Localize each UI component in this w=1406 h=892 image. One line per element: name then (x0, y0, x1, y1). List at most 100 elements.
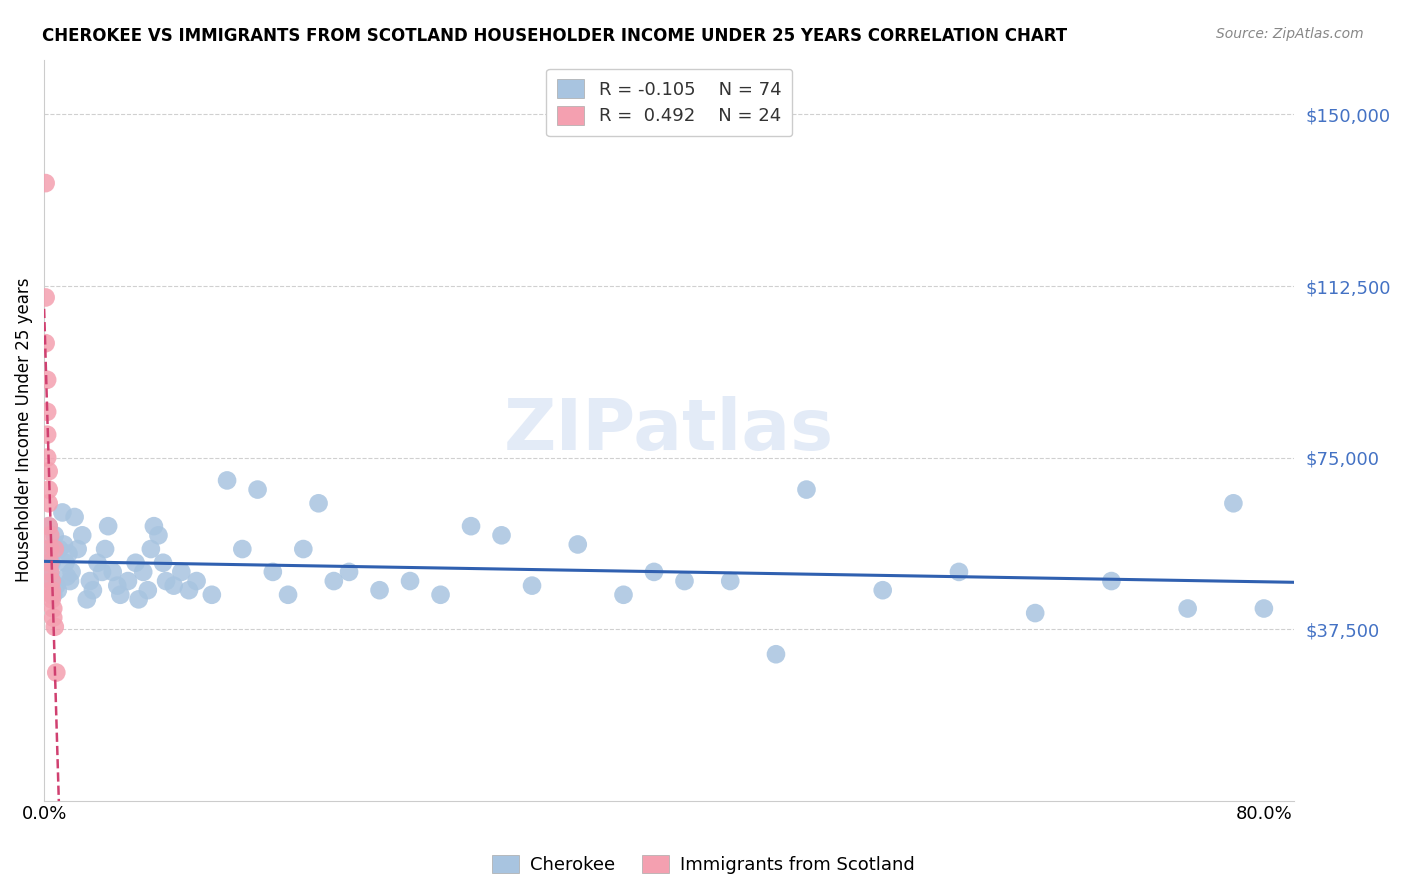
Point (38, 464, 60, 478)
Legend: Cherokee, Immigrants from Scotland: Cherokee, Immigrants from Scotland (485, 847, 921, 881)
Point (292, 542, 315, 557)
Point (520, 579, 543, 593)
Point (56, 569, 79, 583)
Point (163, 579, 186, 593)
Point (277, 588, 299, 602)
Point (872, 583, 894, 598)
Point (42, 601, 65, 615)
Point (152, 556, 174, 570)
Point (76, 592, 98, 607)
Point (39, 542, 62, 557)
Point (136, 583, 159, 598)
Point (94, 542, 117, 557)
Point (201, 588, 224, 602)
Point (132, 565, 155, 579)
Point (38, 496, 60, 510)
Point (37, 450, 59, 465)
Point (41, 574, 63, 588)
Point (39, 565, 62, 579)
Point (52, 537, 75, 551)
Point (110, 588, 132, 602)
Point (51, 505, 73, 519)
Point (37, 405, 59, 419)
Point (44, 620, 66, 634)
Point (155, 574, 177, 588)
Point (673, 574, 696, 588)
Point (63, 510, 86, 524)
Point (38, 483, 60, 497)
Point (39, 528, 62, 542)
Point (41, 583, 63, 598)
Point (139, 542, 162, 557)
Point (399, 574, 422, 588)
Point (34, 176, 56, 190)
Point (337, 565, 360, 579)
Point (1099, 574, 1122, 588)
Point (567, 537, 589, 551)
Point (1024, 606, 1046, 620)
Point (148, 528, 170, 542)
Point (79, 574, 101, 588)
Point (429, 588, 451, 602)
Point (45, 665, 67, 680)
Point (44, 528, 66, 542)
Point (142, 519, 165, 533)
Point (42, 610, 65, 624)
Point (37, 542, 59, 557)
Point (186, 574, 208, 588)
Text: ZIPatlas: ZIPatlas (505, 396, 834, 465)
Point (48, 542, 70, 557)
Point (124, 556, 146, 570)
Point (38, 519, 60, 533)
Point (105, 579, 128, 593)
Point (46, 583, 69, 598)
Y-axis label: Householder Income Under 25 years: Householder Income Under 25 years (15, 278, 32, 582)
Point (308, 496, 330, 510)
Point (765, 647, 787, 661)
Point (128, 592, 150, 607)
Point (1222, 496, 1244, 510)
Point (86, 556, 108, 570)
Point (91, 565, 114, 579)
Point (37, 373, 59, 387)
Point (41, 588, 63, 602)
Point (97, 519, 120, 533)
Point (70, 528, 93, 542)
Point (246, 483, 269, 497)
Point (1253, 601, 1275, 615)
Point (37, 427, 59, 442)
Point (262, 565, 284, 579)
Point (117, 574, 139, 588)
Point (58, 547, 80, 561)
Point (231, 542, 253, 557)
Point (39, 565, 62, 579)
Legend: R = -0.105    N = 74, R =  0.492    N = 24: R = -0.105 N = 74, R = 0.492 N = 24 (547, 69, 792, 136)
Point (170, 565, 193, 579)
Point (1177, 601, 1199, 615)
Point (38, 519, 60, 533)
Text: CHEROKEE VS IMMIGRANTS FROM SCOTLAND HOUSEHOLDER INCOME UNDER 25 YEARS CORRELATI: CHEROKEE VS IMMIGRANTS FROM SCOTLAND HOU… (42, 27, 1067, 45)
Point (491, 528, 513, 542)
Point (59, 574, 82, 588)
Point (643, 565, 665, 579)
Point (460, 519, 482, 533)
Point (44, 542, 66, 557)
Point (948, 565, 970, 579)
Point (55, 556, 77, 570)
Point (34, 290, 56, 304)
Point (42, 588, 65, 602)
Point (60, 565, 83, 579)
Point (101, 565, 124, 579)
Point (82, 583, 104, 598)
Point (45, 579, 67, 593)
Point (177, 583, 200, 598)
Point (41, 574, 63, 588)
Text: Source: ZipAtlas.com: Source: ZipAtlas.com (1216, 27, 1364, 41)
Point (368, 583, 391, 598)
Point (612, 588, 634, 602)
Point (41, 556, 63, 570)
Point (41, 592, 63, 607)
Point (796, 483, 818, 497)
Point (718, 574, 741, 588)
Point (66, 542, 89, 557)
